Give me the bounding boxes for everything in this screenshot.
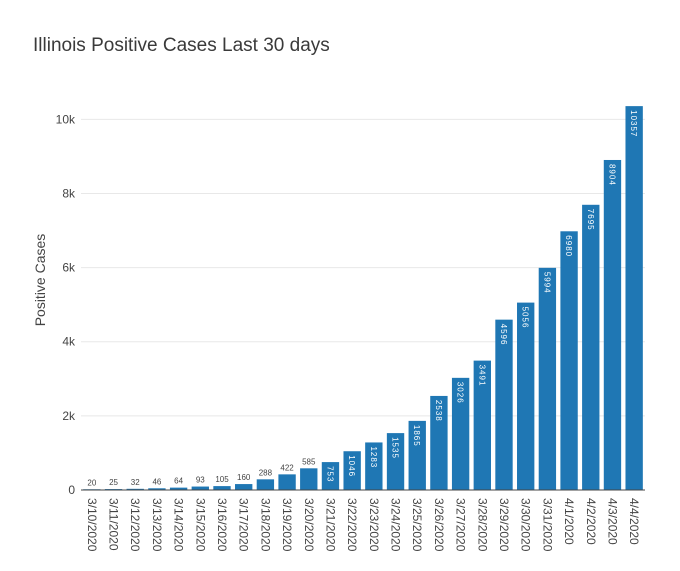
x-tick-label: 3/15/2020 (193, 498, 207, 552)
x-tick-label: 3/25/2020 (410, 498, 424, 552)
bar (126, 488, 144, 490)
data-label: 4596 (499, 324, 508, 346)
x-tick-label: 3/27/2020 (454, 498, 468, 552)
bar (386, 433, 405, 490)
bar (430, 395, 448, 490)
data-label: 32 (131, 478, 140, 487)
bar (365, 442, 383, 490)
x-tick-label: 3/12/2020 (128, 498, 142, 552)
bar (538, 267, 557, 490)
bar (300, 468, 318, 490)
y-tick-label: 10k (56, 112, 76, 126)
y-axis-label: Positive Cases (32, 234, 48, 327)
bar (148, 488, 166, 490)
bar (603, 159, 622, 491)
bar (321, 462, 340, 490)
bar (625, 106, 643, 491)
data-label: 64 (174, 477, 183, 486)
x-tick-label: 3/28/2020 (475, 498, 489, 552)
x-tick-label: 3/23/2020 (367, 498, 381, 552)
data-label: 422 (280, 463, 294, 472)
bar (495, 319, 513, 490)
data-label: 2538 (434, 400, 443, 422)
data-label: 753 (325, 466, 334, 482)
data-label: 1046 (347, 455, 356, 477)
x-tick-label: 3/29/2020 (497, 498, 511, 552)
x-tick-label: 4/2/2020 (584, 498, 598, 545)
bar (582, 204, 600, 490)
bar (256, 479, 275, 490)
x-tick-label: 3/14/2020 (172, 498, 186, 552)
x-tick-label: 3/20/2020 (302, 498, 316, 552)
x-tick-label: 3/18/2020 (258, 498, 272, 552)
data-label: 1535 (391, 437, 400, 459)
data-label: 105 (215, 475, 229, 484)
bar (278, 474, 296, 490)
chart-title: Illinois Positive Cases Last 30 days (33, 35, 330, 56)
data-label: 3491 (477, 365, 486, 387)
bar (169, 487, 188, 490)
bar (235, 484, 253, 490)
y-tick-label: 8k (62, 186, 76, 200)
x-tick-label: 4/3/2020 (605, 498, 619, 545)
bar (451, 377, 470, 490)
x-tick-label: 3/13/2020 (150, 498, 164, 552)
data-label: 585 (302, 457, 316, 466)
data-label: 288 (259, 468, 273, 477)
bars (83, 106, 643, 491)
y-tick-label: 2k (62, 409, 76, 423)
x-tick-label: 3/19/2020 (280, 498, 294, 552)
x-tick-label: 3/30/2020 (519, 498, 533, 552)
data-label: 1283 (369, 446, 378, 468)
bar (191, 486, 209, 490)
data-label: 7695 (586, 209, 595, 231)
data-label: 160 (237, 473, 251, 482)
data-label: 5994 (542, 272, 551, 294)
data-label: 6980 (564, 235, 573, 257)
x-tick-label: 3/22/2020 (345, 498, 359, 552)
data-label: 5056 (521, 307, 530, 329)
data-label: 46 (152, 477, 161, 486)
x-tick-label: 3/21/2020 (323, 498, 337, 552)
x-axis-ticks: 3/10/2020 3/11/2020 3/12/2020 3/13/2020 3/14… (85, 498, 641, 552)
bar (517, 302, 535, 490)
data-label: 25 (109, 478, 118, 487)
data-label: 20 (87, 478, 96, 487)
bar (560, 231, 578, 490)
bar (408, 420, 426, 490)
y-tick-label: 6k (62, 261, 76, 275)
x-tick-label: 3/26/2020 (432, 498, 446, 552)
y-tick-label: 0 (68, 483, 75, 497)
data-labels: 20 25 32 46 64 93 105 160 288 422 585 753 1046 1283 15… (87, 110, 638, 487)
x-tick-label: 4/4/2020 (627, 498, 641, 545)
x-tick-label: 3/17/2020 (237, 498, 251, 552)
y-tick-label: 4k (62, 335, 76, 349)
x-tick-label: 3/10/2020 (85, 498, 99, 552)
data-label: 93 (196, 476, 205, 485)
y-axis-ticks: 0 2k 4k 6k 8k 10k (56, 112, 76, 497)
x-tick-label: 3/24/2020 (389, 498, 403, 552)
x-tick-label: 4/1/2020 (562, 498, 576, 545)
data-label: 3026 (456, 382, 465, 404)
bar (213, 486, 231, 490)
data-label: 10357 (629, 110, 638, 137)
bar (343, 451, 361, 490)
x-tick-label: 3/31/2020 (540, 498, 554, 552)
data-label: 8904 (607, 164, 616, 186)
bar (473, 360, 491, 490)
data-label: 1865 (412, 425, 421, 447)
x-tick-label: 3/11/2020 (107, 498, 121, 551)
x-tick-label: 3/16/2020 (215, 498, 229, 552)
